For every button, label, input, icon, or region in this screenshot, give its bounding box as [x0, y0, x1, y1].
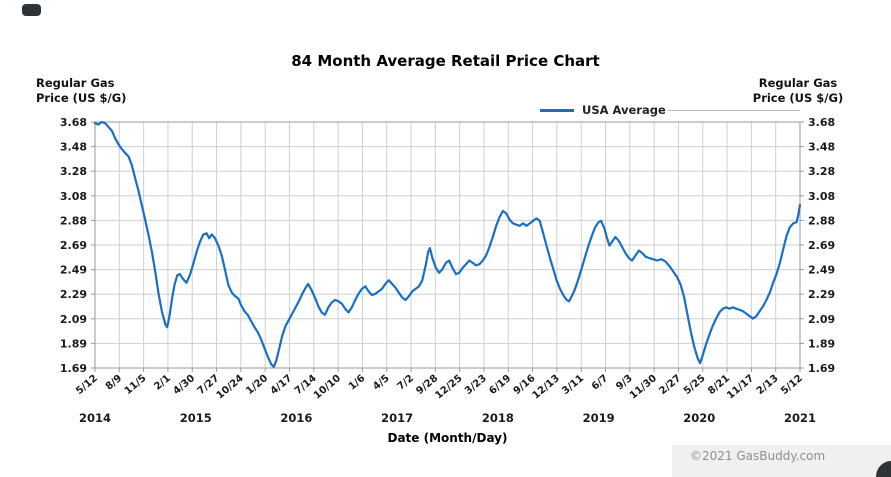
y-tick-label-right: 3.68	[808, 116, 835, 129]
x-tick-label: 11/5	[123, 373, 149, 397]
x-tick-label: 4/5	[371, 373, 392, 393]
x-tick-label: 11/30	[628, 373, 659, 402]
x-tick-label: 8/9	[104, 373, 125, 393]
year-label: 2018	[482, 411, 514, 425]
x-tick-label: 12/13	[531, 373, 562, 402]
y-axis-title-right: Regular Gas Price (US $/G)	[752, 76, 844, 105]
x-tick-label: 5/25	[682, 373, 708, 397]
y-tick-label-right: 1.69	[808, 362, 835, 375]
price-line	[93, 120, 802, 368]
year-label: 2015	[180, 411, 212, 425]
y-tick-label-right: 3.28	[808, 165, 835, 178]
x-tick-label: 5/12	[74, 373, 100, 397]
y-tick-label-left: 2.09	[60, 313, 87, 326]
y-tick-label-left: 3.08	[60, 190, 87, 203]
year-label: 2014	[79, 411, 111, 425]
y-tick-label-left: 2.29	[60, 288, 87, 301]
year-label: 2019	[583, 411, 615, 425]
legend-rule	[668, 110, 800, 111]
x-tick-label: 5/12	[779, 373, 805, 397]
plot-border	[94, 121, 801, 369]
window-artifact-top-left	[22, 4, 41, 16]
x-tick-label: 6/7	[590, 373, 611, 393]
y-tick-label-right: 2.69	[808, 239, 835, 252]
y-tick-label-right: 2.29	[808, 288, 835, 301]
x-tick-label: 2/1	[152, 373, 173, 393]
x-axis-title: Date (Month/Day)	[387, 431, 508, 445]
year-label: 2021	[784, 411, 816, 425]
x-tick-label: 2/27	[658, 373, 684, 397]
y-tick-label-right: 3.48	[808, 141, 835, 154]
y-tick-label-left: 3.48	[60, 141, 87, 154]
y-axis-title-left: Regular Gas Price (US $/G)	[36, 76, 127, 105]
legend-label: USA Average	[582, 103, 666, 117]
x-tick-label: 6/19	[487, 373, 513, 397]
copyright: ©2021 GasBuddy.com	[690, 449, 826, 463]
x-tick-label: 12/25	[433, 373, 464, 402]
x-tick-label: 10/24	[215, 373, 246, 402]
window-artifact-bottom-right	[876, 461, 891, 477]
y-tick-label-right: 2.09	[808, 313, 835, 326]
year-label: 2020	[683, 411, 715, 425]
chart-title: 84 Month Average Retail Price Chart	[291, 52, 600, 70]
y-tick-label-left: 3.68	[60, 116, 87, 129]
legend-line-swatch	[540, 108, 574, 112]
x-tick-label: 10/10	[312, 373, 343, 402]
y-tick-label-right: 2.88	[808, 214, 835, 227]
y-tick-label-right: 3.08	[808, 190, 835, 203]
x-tick-label: 3/11	[560, 373, 586, 397]
x-tick-label: 1/20	[244, 373, 270, 397]
x-tick-label: 2/13	[755, 373, 781, 397]
y-tick-label-left: 3.28	[60, 165, 87, 178]
x-tick-label: 4/30	[171, 373, 197, 397]
y-tick-label-right: 2.49	[808, 264, 835, 277]
year-label: 2016	[280, 411, 312, 425]
x-tick-label: 4/17	[269, 373, 295, 397]
y-tick-label-left: 2.49	[60, 264, 87, 277]
copyright-band	[672, 445, 891, 477]
legend: USA Average	[540, 103, 666, 117]
y-tick-label-left: 2.69	[60, 239, 87, 252]
y-tick-label-left: 2.88	[60, 214, 87, 227]
y-tick-label-right: 1.89	[808, 337, 835, 350]
y-tick-label-left: 1.69	[60, 362, 87, 375]
x-tick-label: 1/6	[347, 373, 368, 393]
x-tick-label: 3/23	[463, 373, 489, 397]
y-tick-label-left: 1.89	[60, 337, 87, 350]
x-tick-label: 7/2	[395, 373, 416, 393]
year-label: 2017	[381, 411, 413, 425]
x-tick-label: 11/17	[725, 373, 756, 402]
